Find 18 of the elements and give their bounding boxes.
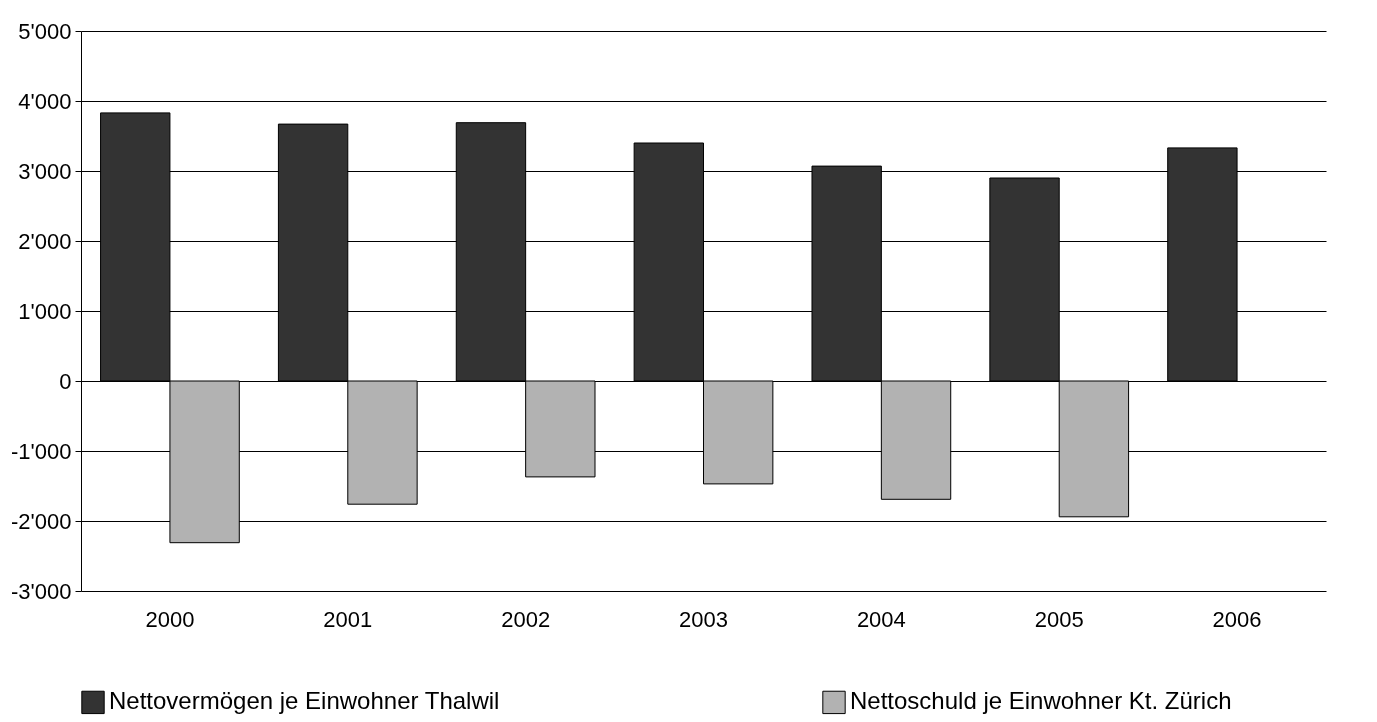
y-tick-label: -3'000 (11, 578, 72, 604)
y-tick-label: -2'000 (11, 508, 72, 534)
legend-label: Nettoschuld je Einwohner Kt. Zürich (850, 687, 1232, 715)
y-tick-label: 2'000 (18, 228, 72, 254)
y-tick-label: 5'000 (18, 18, 72, 44)
y-tick-label: 4'000 (18, 88, 72, 114)
y-tick-label: 3'000 (18, 158, 72, 184)
x-tick-label: 2000 (145, 606, 195, 632)
y-tick-label: -1'000 (11, 438, 72, 464)
x-tick-label: 2005 (1034, 606, 1084, 632)
y-tick-label: 1'000 (18, 298, 72, 324)
y-tick-label: 0 (59, 368, 72, 394)
legend-label: Nettovermögen je Einwohner Thalwil (109, 687, 500, 715)
x-tick-label: 2006 (1212, 606, 1262, 632)
x-tick-label: 2002 (501, 606, 551, 632)
x-tick-label: 2001 (323, 606, 373, 632)
x-tick-label: 2004 (856, 606, 906, 632)
x-tick-label: 2003 (679, 606, 728, 632)
